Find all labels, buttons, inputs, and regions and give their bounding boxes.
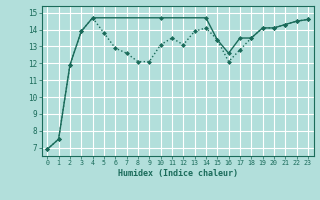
X-axis label: Humidex (Indice chaleur): Humidex (Indice chaleur) bbox=[118, 169, 237, 178]
